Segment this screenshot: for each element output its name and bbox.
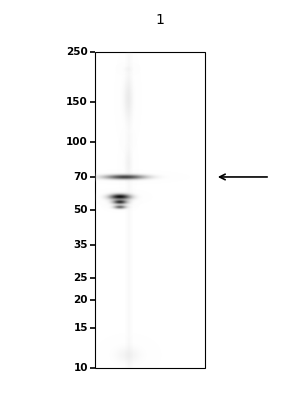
Bar xyxy=(129,52,130,368)
Text: 25: 25 xyxy=(74,273,88,283)
Bar xyxy=(95,52,205,368)
Bar xyxy=(127,52,128,368)
Bar xyxy=(130,52,131,368)
Bar xyxy=(128,52,129,368)
Text: 20: 20 xyxy=(74,295,88,305)
Text: 10: 10 xyxy=(74,363,88,373)
Text: 150: 150 xyxy=(66,97,88,107)
Text: 70: 70 xyxy=(73,172,88,182)
Text: 250: 250 xyxy=(66,47,88,57)
Bar xyxy=(132,52,133,368)
Text: 15: 15 xyxy=(74,323,88,333)
Text: 35: 35 xyxy=(74,240,88,250)
Text: 50: 50 xyxy=(74,205,88,215)
Text: 1: 1 xyxy=(155,13,164,27)
Bar xyxy=(131,52,132,368)
Bar xyxy=(126,52,127,368)
Bar xyxy=(125,52,126,368)
Text: 100: 100 xyxy=(66,137,88,147)
